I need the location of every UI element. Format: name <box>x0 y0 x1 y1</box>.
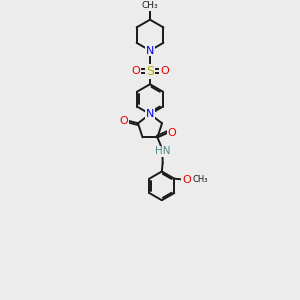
Text: O: O <box>182 175 191 184</box>
Text: O: O <box>160 66 169 76</box>
Text: N: N <box>146 109 154 119</box>
Text: CH₃: CH₃ <box>142 1 158 10</box>
Text: O: O <box>131 66 140 76</box>
Text: O: O <box>120 116 128 126</box>
Text: S: S <box>146 64 154 78</box>
Text: HN: HN <box>155 146 171 157</box>
Text: O: O <box>168 128 176 137</box>
Text: CH₃: CH₃ <box>192 175 208 184</box>
Text: N: N <box>146 46 154 56</box>
